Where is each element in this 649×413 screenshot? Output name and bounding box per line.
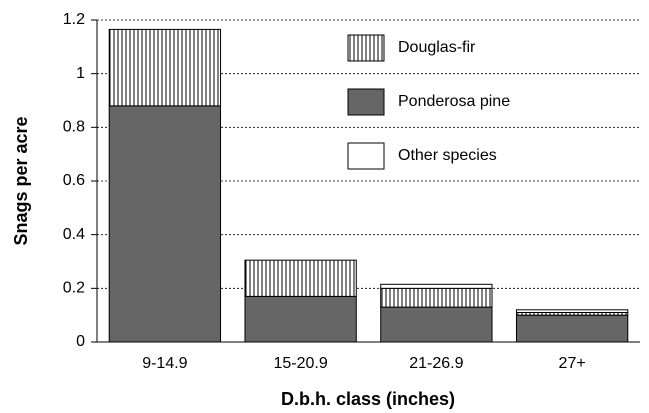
y-tick-label: 1 <box>76 65 85 82</box>
bar-segment <box>515 314 629 343</box>
y-tick-label: 0 <box>76 333 85 350</box>
bar-segment <box>380 287 493 308</box>
bar-segment <box>108 28 222 107</box>
bar-segment <box>380 306 493 343</box>
y-tick-label: 0.2 <box>63 280 85 297</box>
bar-segment <box>244 259 357 297</box>
bar-segment <box>515 309 629 313</box>
y-tick-label: 0.8 <box>63 119 85 136</box>
y-tick-label: 0.6 <box>63 172 85 189</box>
bar-segment <box>244 295 357 343</box>
y-axis-label: Snags per acre <box>11 116 31 245</box>
x-tick-label: 27+ <box>559 355 586 372</box>
legend-swatch <box>347 34 385 62</box>
legend-label: Douglas-fir <box>398 39 476 56</box>
legend-swatch <box>347 142 385 170</box>
x-axis-label: D.b.h. class (inches) <box>281 389 455 409</box>
bar-segment <box>380 283 493 289</box>
x-tick-label: 15-20.9 <box>273 355 327 372</box>
x-tick-label: 21-26.9 <box>409 355 463 372</box>
y-tick-label: 0.4 <box>63 226 85 243</box>
x-tick-label: 9-14.9 <box>142 355 187 372</box>
legend-swatch <box>347 88 385 116</box>
legend-label: Other species <box>398 147 497 164</box>
y-tick-label: 1.2 <box>63 11 85 28</box>
legend-label: Ponderosa pine <box>398 93 510 110</box>
bar-segment <box>108 105 222 343</box>
